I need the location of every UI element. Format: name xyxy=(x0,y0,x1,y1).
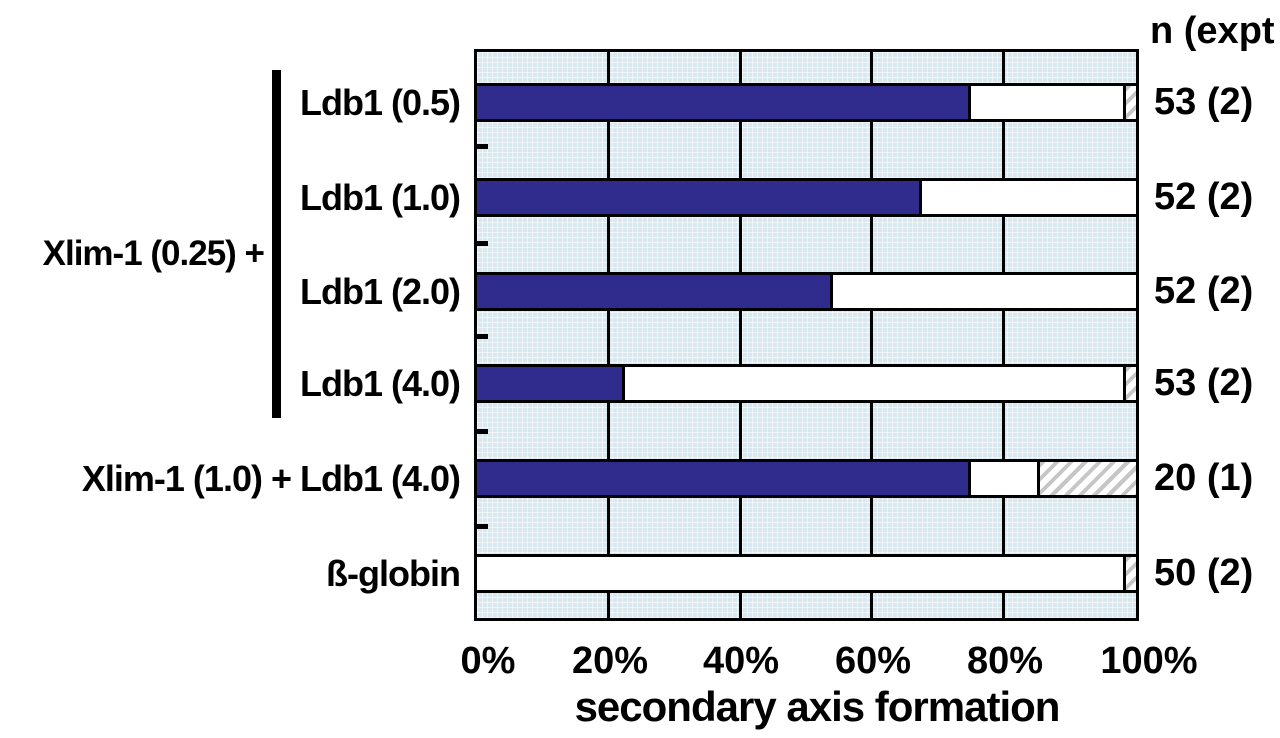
bar-segment-hatched xyxy=(1122,557,1136,590)
bar-segment-white xyxy=(971,462,1038,495)
bar-segment-navy xyxy=(477,275,833,308)
gridline-80pct xyxy=(1002,52,1006,618)
row-label-ldb1-20: Ldb1 (2.0) xyxy=(299,271,461,312)
x-tick-label-20: 20% xyxy=(571,640,649,682)
group-label-xlim: Xlim-1 (0.25) + xyxy=(42,234,265,273)
bar-bglobin xyxy=(477,554,1136,593)
row-label-ldb1-10: Ldb1 (1.0) xyxy=(299,177,461,218)
bar-ldb1-20 xyxy=(477,272,1136,311)
bar-segment-navy xyxy=(477,86,972,119)
n-value: 53 (2) xyxy=(1154,362,1254,404)
bar-ldb1-10 xyxy=(477,178,1136,217)
x-tick-label-0: 0% xyxy=(460,640,516,682)
x-tick-label-60: 60% xyxy=(834,640,912,682)
bar-segment-white xyxy=(921,181,1136,214)
bar-segment-navy xyxy=(477,367,626,400)
bar-segment-white xyxy=(832,275,1136,308)
row-label-ldb1-40: Ldb1 (4.0) xyxy=(299,363,461,404)
n-value: 52 (2) xyxy=(1154,176,1254,218)
n-value: 20 (1) xyxy=(1154,457,1254,499)
bar-segment-navy xyxy=(477,181,922,214)
gridline-20pct xyxy=(606,52,610,618)
gridline-40pct xyxy=(738,52,742,618)
bar-segment-white xyxy=(971,86,1123,119)
bar-segment-hatched xyxy=(1122,367,1136,400)
y-axis-tick xyxy=(475,144,488,149)
y-axis-tick xyxy=(475,524,488,529)
x-axis-title: secondary axis formation xyxy=(574,683,1061,730)
bar-segment-white xyxy=(625,367,1123,400)
bar-ldb1-05 xyxy=(477,83,1136,122)
n-value: 53 (2) xyxy=(1154,81,1254,123)
n-column-header: n (expt xyxy=(1150,10,1275,52)
bar-segment-navy xyxy=(477,462,972,495)
n-value: 50 (2) xyxy=(1154,552,1254,594)
y-axis-tick xyxy=(475,241,488,246)
row-label-bglobin: ß-globin xyxy=(326,553,461,594)
n-value: 52 (2) xyxy=(1154,270,1254,312)
row-label-xlim-ldb1: Xlim-1 (1.0) + Ldb1 (4.0) xyxy=(81,458,461,499)
bar-xlim-ldb1 xyxy=(477,459,1136,498)
y-axis-tick xyxy=(475,429,488,434)
y-axis-tick xyxy=(475,334,488,339)
x-tick-label-100: 100% xyxy=(1100,640,1198,682)
bar-segment-hatched xyxy=(1037,462,1136,495)
bar-ldb1-40 xyxy=(477,364,1136,403)
plot-area xyxy=(474,49,1139,621)
group-bracket xyxy=(272,70,281,418)
gridline-60pct xyxy=(870,52,874,618)
row-label-ldb1-05: Ldb1 (0.5) xyxy=(299,82,461,123)
bar-segment-white xyxy=(477,557,1123,590)
x-tick-label-80: 80% xyxy=(966,640,1044,682)
bar-segment-hatched xyxy=(1122,86,1136,119)
x-tick-label-40: 40% xyxy=(702,640,780,682)
